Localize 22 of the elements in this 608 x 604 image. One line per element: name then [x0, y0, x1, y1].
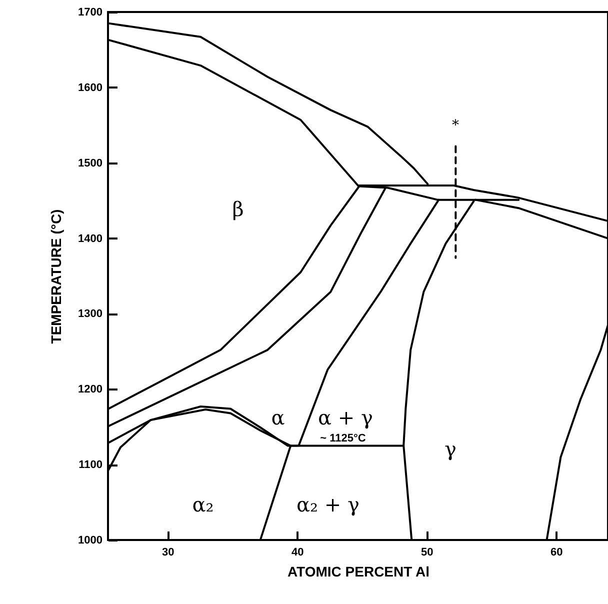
annotation: α₂ — [192, 492, 214, 517]
annotation: ~ 1125°C — [320, 432, 366, 445]
y-tick-label: 1700 — [78, 6, 102, 18]
x-tick-label: 40 — [291, 546, 304, 558]
annotation: α + γ — [318, 406, 373, 430]
y-tick-label: 1300 — [78, 308, 102, 320]
y-tick-label: 1200 — [78, 384, 102, 396]
y-tick-label: 1500 — [78, 157, 102, 170]
y-axis-title: TEMPERATURE (°C) — [48, 209, 64, 344]
annotation: γ — [444, 437, 456, 462]
annotation: α₂ + γ — [296, 492, 360, 517]
x-axis-title: ATOMIC PERCENT Al — [287, 564, 430, 580]
annotation: α — [271, 406, 285, 430]
y-tick-label: 1400 — [78, 232, 102, 245]
annotation: * — [452, 118, 459, 134]
x-tick-label: 60 — [550, 546, 563, 558]
x-tick-label: 50 — [421, 546, 434, 558]
y-tick-label: 1100 — [78, 459, 102, 472]
y-tick-label: 1000 — [78, 534, 102, 546]
y-tick-label: 1600 — [78, 82, 102, 94]
annotation: β — [232, 197, 244, 221]
x-tick-label: 30 — [162, 546, 174, 558]
